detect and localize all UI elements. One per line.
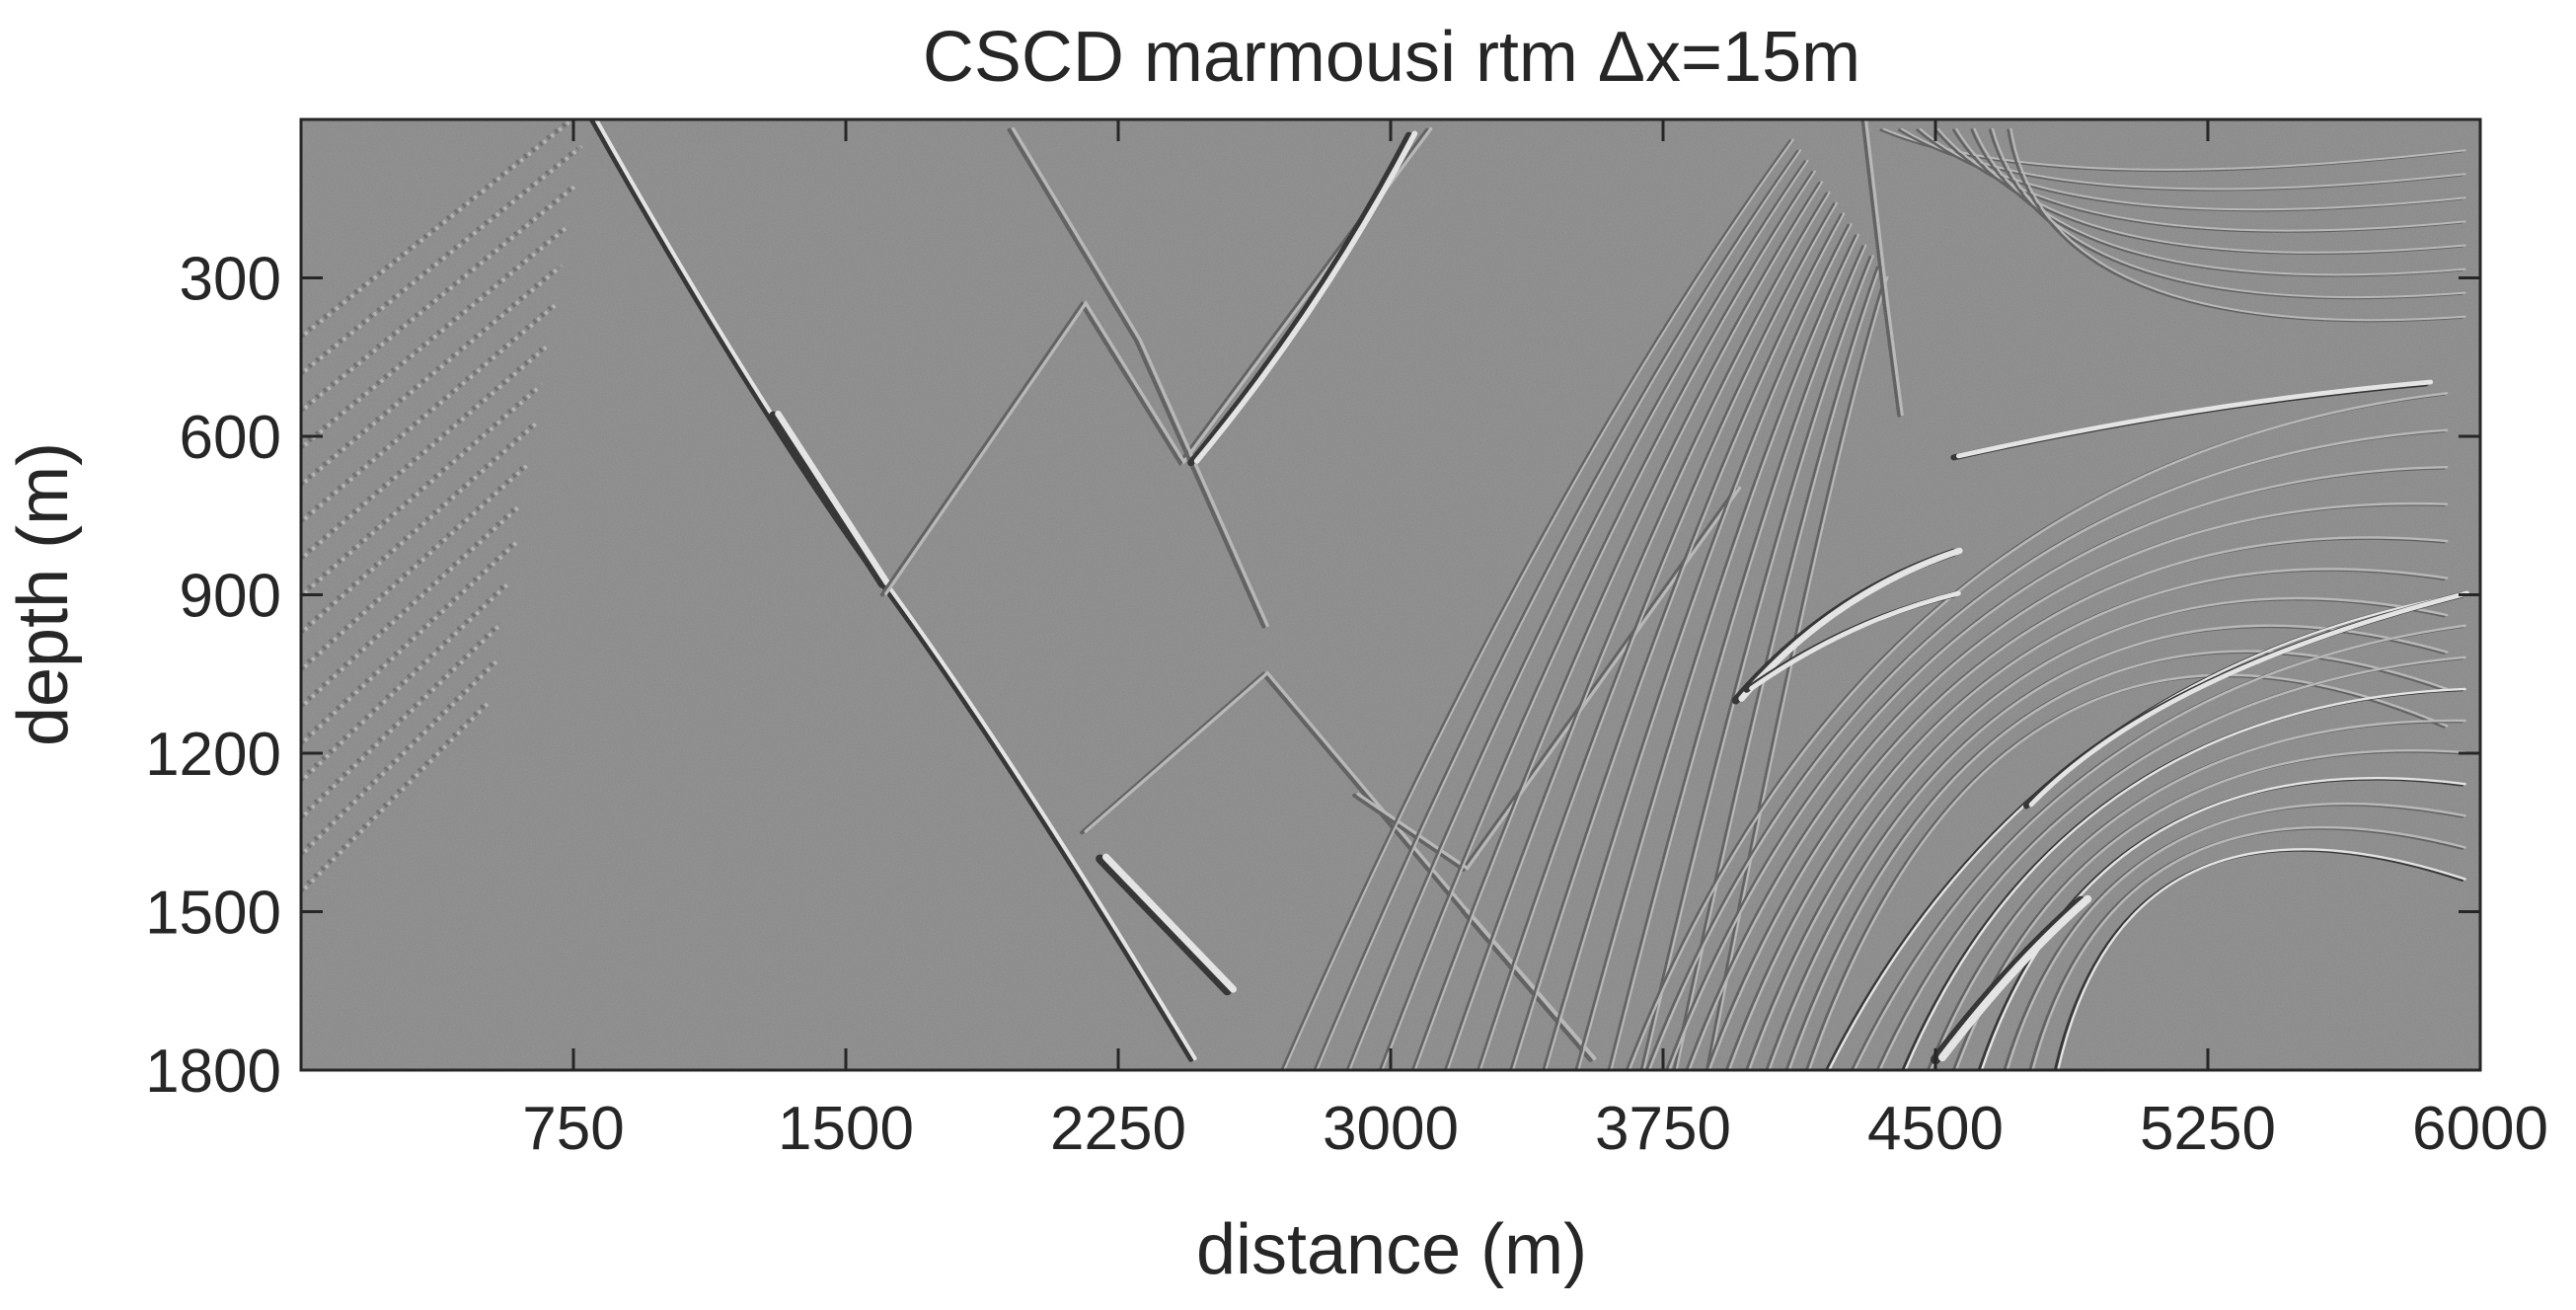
plot-area (299, 117, 2482, 1072)
y-tick-label: 1200 (145, 721, 281, 789)
x-tick-label: 2250 (1050, 1095, 1186, 1163)
y-axis-ticks: 300 600 900 1200 1500 1800 (145, 246, 2480, 1106)
x-axis-ticks: 750 1500 2250 3000 3750 4500 5250 6000 (522, 119, 2548, 1163)
y-tick-label: 600 (180, 404, 281, 472)
x-tick-label: 4500 (1867, 1095, 2004, 1163)
x-tick-label: 6000 (2412, 1095, 2548, 1163)
y-tick-label: 1500 (145, 880, 281, 948)
y-axis-label: depth (m) (4, 442, 83, 746)
x-tick-label: 5250 (2140, 1095, 2276, 1163)
x-tick-label: 3750 (1595, 1095, 1731, 1163)
x-tick-label: 3000 (1323, 1095, 1459, 1163)
x-tick-label: 1500 (778, 1095, 914, 1163)
chart-title: CSCD marmousi rtm Δx=15m (923, 18, 1860, 97)
x-axis-label: distance (m) (1196, 1210, 1587, 1289)
y-tick-label: 300 (180, 246, 281, 314)
y-tick-label: 1800 (145, 1038, 281, 1106)
image-grain (301, 119, 2480, 1070)
x-tick-label: 750 (522, 1095, 624, 1163)
y-tick-label: 900 (180, 563, 281, 631)
